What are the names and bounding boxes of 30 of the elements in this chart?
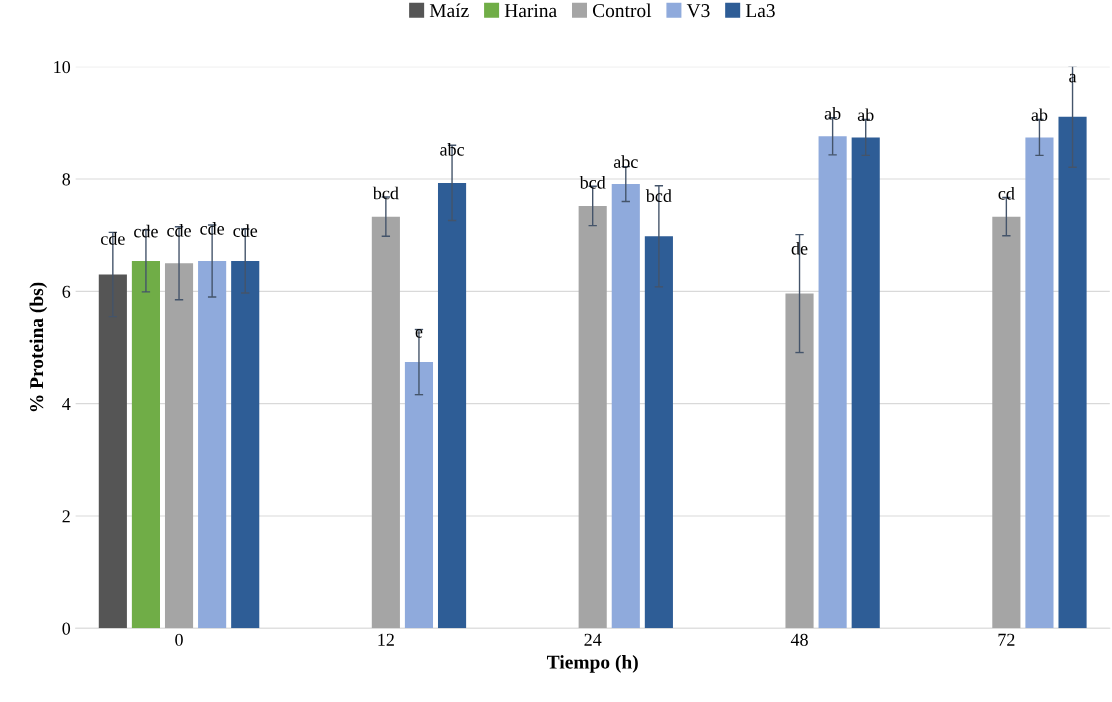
- x-tick-label: 12: [378, 633, 394, 646]
- legend-label: Harina: [504, 4, 557, 18]
- y-tick-label: 8: [62, 173, 71, 186]
- data-label: cde: [233, 224, 258, 237]
- y-tick-label: 2: [62, 510, 70, 523]
- data-label: bcd: [372, 186, 399, 200]
- data-label: abc: [440, 143, 465, 156]
- data-label: cde: [167, 223, 191, 237]
- x-tick-label: 0: [175, 633, 183, 646]
- x-tick-label: 24: [584, 633, 602, 646]
- data-label: cd: [998, 186, 1015, 200]
- legend-label: V3: [686, 4, 710, 18]
- y-tick-label: 6: [62, 285, 71, 298]
- x-tick-label: 72: [998, 633, 1015, 646]
- data-label: ab: [824, 106, 841, 120]
- legend-label: Maíz: [429, 3, 469, 18]
- data-label: ab: [857, 108, 874, 122]
- legend-label: La3: [745, 4, 775, 18]
- data-label: ab: [1031, 108, 1048, 122]
- y-tick-label: 0: [62, 622, 71, 635]
- y-tick-label: 10: [54, 60, 71, 74]
- data-label: bcd: [579, 175, 606, 189]
- data-label: cde: [134, 224, 158, 238]
- data-label: e: [415, 329, 423, 338]
- x-tick-label: 48: [790, 633, 808, 646]
- y-tick-label: 4: [62, 398, 71, 410]
- y-axis-title: % Proteina (bs): [29, 282, 48, 412]
- x-axis-title: Tiempo (h): [546, 655, 638, 673]
- data-label: abc: [613, 155, 638, 169]
- legend-label: Control: [592, 3, 652, 18]
